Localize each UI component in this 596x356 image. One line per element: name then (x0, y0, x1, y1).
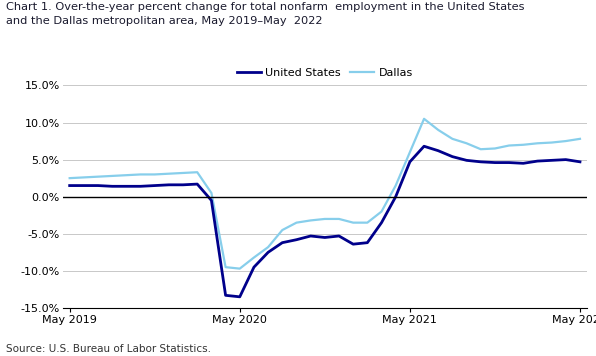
Dallas (307, 218, 314, 222)
United States (208, 198, 215, 203)
Legend: United States, Dallas: United States, Dallas (237, 68, 413, 78)
United States (265, 250, 272, 255)
United States (236, 295, 243, 299)
United States (307, 234, 314, 238)
United States (94, 183, 101, 188)
Dallas (520, 143, 527, 147)
United States (463, 158, 470, 162)
Dallas (548, 140, 555, 145)
Text: Chart 1. Over-the-year percent change for total nonfarm  employment in the Unite: Chart 1. Over-the-year percent change fo… (6, 2, 524, 12)
United States (548, 158, 555, 162)
Dallas (449, 137, 456, 141)
Dallas (477, 147, 485, 151)
Dallas (123, 173, 130, 177)
United States (491, 161, 498, 165)
United States (321, 235, 328, 240)
United States (279, 241, 286, 245)
United States (293, 237, 300, 242)
Dallas (250, 255, 257, 260)
United States (406, 160, 414, 164)
Dallas (222, 265, 229, 269)
Dallas (108, 174, 116, 178)
United States (562, 157, 569, 162)
Dallas (406, 150, 414, 155)
United States (108, 184, 116, 188)
United States (336, 234, 343, 238)
Dallas (350, 220, 357, 225)
United States (364, 241, 371, 245)
United States (392, 194, 399, 199)
United States (123, 184, 130, 188)
United States (449, 155, 456, 159)
United States (137, 184, 144, 188)
Dallas (378, 209, 385, 214)
Dallas (293, 220, 300, 225)
United States (378, 220, 385, 225)
United States (350, 242, 357, 246)
United States (66, 183, 73, 188)
Dallas (66, 176, 73, 180)
Dallas (336, 217, 343, 221)
United States (250, 265, 257, 269)
Dallas (236, 267, 243, 271)
United States (576, 160, 583, 164)
Dallas (364, 220, 371, 225)
Dallas (137, 172, 144, 177)
Dallas (505, 143, 513, 148)
United States (534, 159, 541, 163)
Dallas (94, 174, 101, 179)
Dallas (151, 172, 159, 177)
Dallas (179, 171, 187, 175)
Dallas (279, 228, 286, 232)
Dallas (491, 146, 498, 151)
Dallas (434, 128, 442, 132)
Dallas (321, 217, 328, 221)
Dallas (576, 137, 583, 141)
Line: Dallas: Dallas (70, 119, 580, 269)
Dallas (208, 191, 215, 195)
Dallas (265, 245, 272, 249)
United States (80, 183, 88, 188)
Dallas (463, 141, 470, 145)
Dallas (392, 183, 399, 188)
United States (505, 161, 513, 165)
Dallas (165, 172, 172, 176)
Dallas (420, 117, 427, 121)
Text: Source: U.S. Bureau of Labor Statistics.: Source: U.S. Bureau of Labor Statistics. (6, 344, 211, 354)
United States (179, 183, 187, 187)
Dallas (534, 141, 541, 145)
United States (520, 161, 527, 166)
United States (434, 148, 442, 153)
Text: and the Dallas metropolitan area, May 2019–May  2022: and the Dallas metropolitan area, May 20… (6, 16, 322, 26)
Dallas (194, 170, 201, 174)
Dallas (562, 139, 569, 143)
United States (165, 183, 172, 187)
Dallas (80, 175, 88, 179)
United States (420, 144, 427, 148)
United States (151, 183, 159, 188)
United States (477, 160, 485, 164)
United States (194, 182, 201, 186)
United States (222, 293, 229, 298)
Line: United States: United States (70, 146, 580, 297)
